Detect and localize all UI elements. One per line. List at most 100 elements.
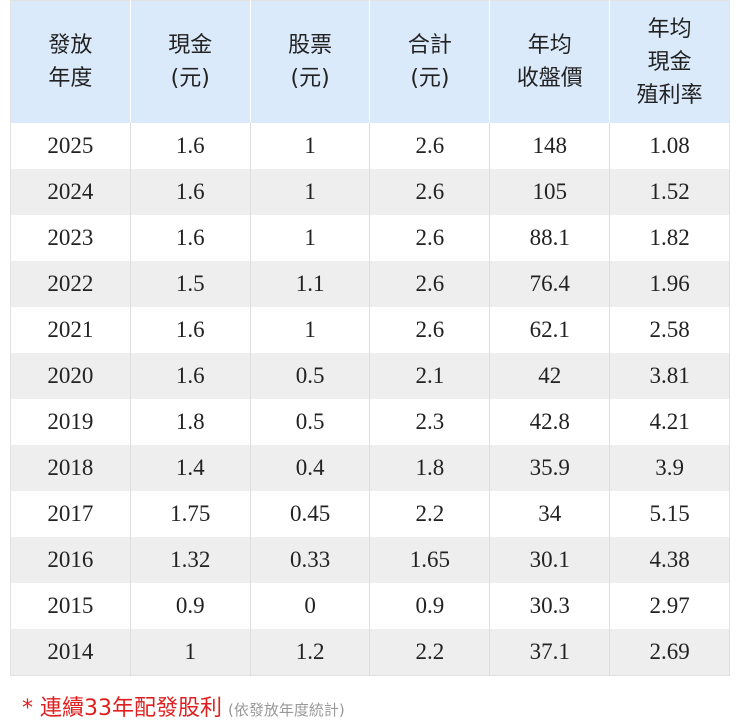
table-row: 2016 1.32 0.33 1.65 30.1 4.38 bbox=[10, 537, 730, 583]
table-cell: 1.08 bbox=[649, 133, 690, 158]
table-cell: 2016 bbox=[10, 537, 131, 583]
table-cell: 1.2 bbox=[250, 629, 371, 676]
table-cell: 2024 bbox=[10, 169, 131, 215]
table-cell: 2.6 bbox=[369, 123, 491, 169]
table-row: 2021 1.6 1 2.6 62.1 2.58 bbox=[10, 307, 730, 353]
table-row: 2023 1.6 1 2.6 88.1 1.82 bbox=[10, 215, 730, 261]
table-cell: 4.21 bbox=[649, 409, 690, 434]
table-cell: 0.9 bbox=[130, 583, 251, 629]
table-cell: 2025 bbox=[10, 123, 131, 169]
table-cell: 2.6 bbox=[369, 169, 491, 215]
table-cell: 1.5 bbox=[130, 261, 251, 307]
header-line: 發放 bbox=[48, 33, 93, 58]
table-cell: 2.2 bbox=[369, 491, 491, 537]
header-line: 現金 bbox=[647, 49, 692, 75]
table-cell: 2017 bbox=[10, 491, 131, 537]
header-cell: 合計 (元) bbox=[369, 0, 491, 123]
table-cell: 1 bbox=[250, 215, 371, 261]
header-line: 殖利率 bbox=[636, 82, 703, 108]
table-cell: 1.1 bbox=[250, 261, 371, 307]
table-cell: 2.58 bbox=[649, 317, 690, 342]
table-cell: 1 bbox=[250, 123, 371, 169]
header-row: 發放 年度 現金 (元) 股票 (元) 合計 (元) 年均 收盤價 年均 現金 殖利率 bbox=[10, 0, 730, 123]
table-cell: 1.8 bbox=[130, 399, 251, 445]
table-cell: 2018 bbox=[10, 445, 131, 491]
table-row: 2025 1.6 1 2.6 148 1.08 bbox=[10, 123, 730, 169]
table-cell: 30.1 bbox=[489, 537, 611, 583]
table-row: 2014 1 1.2 2.2 37.1 2.69 bbox=[10, 629, 730, 676]
footnote-note: (依發放年度統計) bbox=[228, 701, 345, 719]
table-cell: 0.45 bbox=[250, 491, 371, 537]
header-line: (元) bbox=[170, 66, 210, 91]
table-row: 2017 1.75 0.45 2.2 34 5.15 bbox=[10, 491, 730, 537]
table-cell: 2023 bbox=[10, 215, 131, 261]
table-cell: 2.69 bbox=[609, 629, 730, 676]
table-cell: 2.2 bbox=[369, 629, 491, 676]
header-line: 現金 bbox=[168, 33, 213, 58]
table-cell: 0 bbox=[250, 583, 371, 629]
table-cell: 0.33 bbox=[250, 537, 371, 583]
table-cell: 1.82 bbox=[649, 225, 690, 250]
table-cell: 2014 bbox=[10, 629, 131, 676]
table-cell: 1.65 bbox=[369, 537, 491, 583]
header-line: 股票 bbox=[288, 33, 333, 58]
dividend-table: 發放 年度 現金 (元) 股票 (元) 合計 (元) 年均 收盤價 年均 現金 殖利率 2025 1.6 1 2… bbox=[10, 0, 730, 676]
table-row: 2022 1.5 1.1 2.6 76.4 1.96 bbox=[10, 261, 730, 307]
header-line: 年均 bbox=[527, 33, 572, 58]
table-cell: 2.97 bbox=[649, 593, 690, 618]
table-cell: 1 bbox=[250, 307, 371, 353]
table-cell: 2021 bbox=[10, 307, 131, 353]
table-wrap: 發放 年度 現金 (元) 股票 (元) 合計 (元) 年均 收盤價 年均 現金 殖利率 2025 1.6 1 2… bbox=[10, 0, 730, 676]
footnote: * 連續33年配發股利 (依發放年度統計) bbox=[22, 690, 345, 722]
table-cell: 1.6 bbox=[130, 123, 251, 169]
table-row: 2020 1.6 0.5 2.1 42 3.81 bbox=[10, 353, 730, 399]
table-cell: 1.8 bbox=[369, 445, 491, 491]
table-cell: 2.6 bbox=[369, 307, 491, 353]
header-cell: 年均 收盤價 bbox=[489, 0, 611, 123]
table-cell: 1.6 bbox=[130, 353, 251, 399]
table-cell: 2.6 bbox=[369, 261, 491, 307]
table-body: 2025 1.6 1 2.6 148 1.08 2024 1.6 1 2.6 105 1.52 2023… bbox=[10, 123, 730, 676]
table-cell: 2020 bbox=[10, 353, 131, 399]
table-cell: 2015 bbox=[10, 583, 131, 629]
table-cell: 1 bbox=[130, 629, 251, 676]
table-cell: 2.3 bbox=[369, 399, 491, 445]
header-line: 年均 bbox=[647, 16, 692, 42]
table-cell: 1.52 bbox=[609, 169, 730, 215]
table-row: 2024 1.6 1 2.6 105 1.52 bbox=[10, 169, 730, 215]
table-cell: 1.32 bbox=[130, 537, 251, 583]
table-cell: 5.15 bbox=[649, 501, 690, 526]
table-row: 2015 0.9 0 0.9 30.3 2.97 bbox=[10, 583, 730, 629]
table-cell: 1 bbox=[250, 169, 371, 215]
table-cell: 2022 bbox=[10, 261, 131, 307]
table-cell: 148 bbox=[489, 123, 611, 169]
table-cell: 4.38 bbox=[609, 537, 730, 583]
table-row: 2019 1.8 0.5 2.3 42.8 4.21 bbox=[10, 399, 730, 445]
header-line: (元) bbox=[410, 66, 450, 91]
table-cell: 76.4 bbox=[489, 261, 611, 307]
table-cell: 34 bbox=[489, 491, 611, 537]
table-cell: 1.4 bbox=[130, 445, 251, 491]
header-line: 年度 bbox=[48, 66, 93, 91]
table-row: 2018 1.4 0.4 1.8 35.9 3.9 bbox=[10, 445, 730, 491]
table-cell: 2.6 bbox=[369, 215, 491, 261]
header-line: (元) bbox=[290, 66, 330, 91]
table-cell: 35.9 bbox=[489, 445, 611, 491]
table-cell: 2.1 bbox=[369, 353, 491, 399]
table-cell: 105 bbox=[489, 169, 611, 215]
table-cell: 0.5 bbox=[250, 399, 371, 445]
table-cell: 3.81 bbox=[609, 353, 730, 399]
table-cell: 42.8 bbox=[489, 399, 611, 445]
header-cell: 年均 現金 殖利率 bbox=[609, 0, 730, 123]
table-cell: 1.6 bbox=[130, 215, 251, 261]
table-cell: 62.1 bbox=[489, 307, 611, 353]
table-cell: 88.1 bbox=[489, 215, 611, 261]
table-cell: 30.3 bbox=[489, 583, 611, 629]
header-cell: 股票 (元) bbox=[250, 0, 371, 123]
table-cell: 37.1 bbox=[489, 629, 611, 676]
table-cell: 1.75 bbox=[130, 491, 251, 537]
header-cell: 現金 (元) bbox=[130, 0, 251, 123]
table-cell: 1.96 bbox=[609, 261, 730, 307]
table-cell: 1.6 bbox=[130, 307, 251, 353]
